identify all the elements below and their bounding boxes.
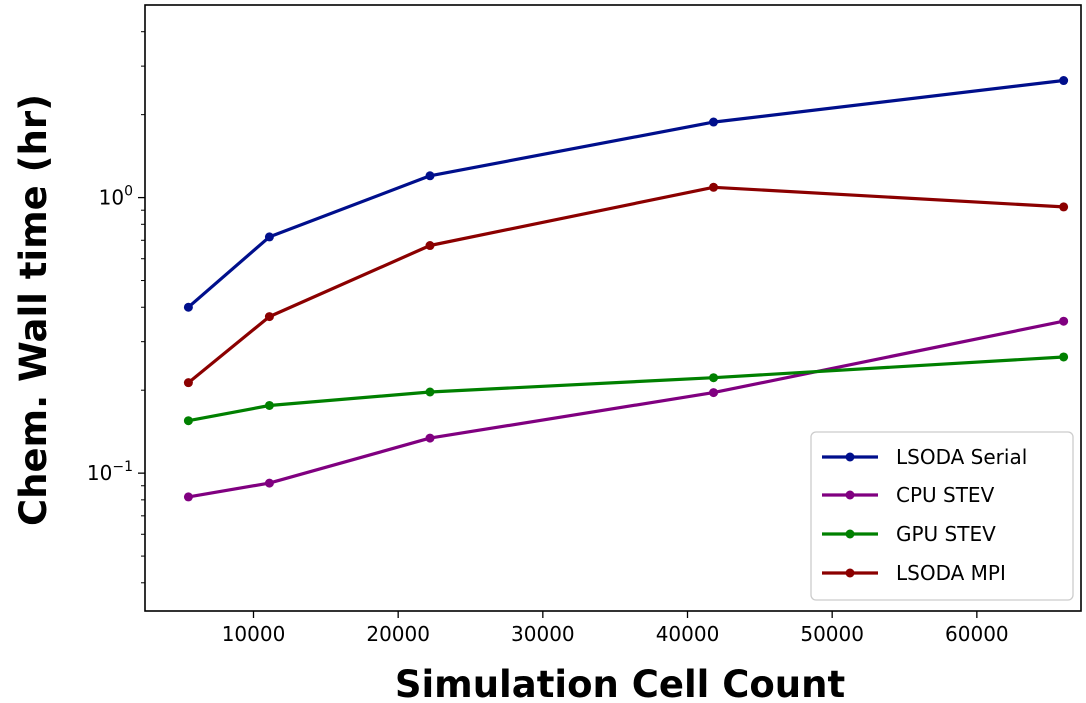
x-tick-label: 60000 <box>945 622 1009 646</box>
data-point-lsoda-mpi <box>709 182 719 192</box>
x-axis-ticks: 10000 20000 30000 40000 50000 60000 <box>222 611 1009 646</box>
data-point-lsoda-mpi <box>1059 202 1069 212</box>
data-point-lsoda-mpi <box>264 312 274 322</box>
data-point-cpu-stev <box>1059 316 1069 326</box>
legend-label-lsoda-serial: LSODA Serial <box>896 445 1027 469</box>
data-point-lsoda-serial <box>1059 76 1069 86</box>
x-tick-label: 50000 <box>800 622 864 646</box>
data-point-lsoda-serial <box>709 117 719 127</box>
series-cpu-stev <box>183 316 1069 502</box>
legend-label-gpu-stev: GPU STEV <box>896 522 996 546</box>
x-tick-label: 30000 <box>511 622 575 646</box>
data-point-cpu-stev <box>425 433 435 443</box>
data-point-lsoda-mpi <box>183 378 193 388</box>
legend-entry-lsoda-serial: LSODA Serial <box>822 445 1027 469</box>
data-point-gpu-stev <box>1059 352 1069 362</box>
legend-box <box>810 431 1074 601</box>
y-axis-title: Chem. Wall time (hr) <box>12 94 55 526</box>
legend-marker-gpu-stev <box>845 529 855 539</box>
legend-marker-cpu-stev <box>845 490 855 500</box>
x-tick-label: 20000 <box>366 622 430 646</box>
legend-marker-lsoda-mpi <box>845 568 855 578</box>
data-point-gpu-stev <box>425 387 435 397</box>
series-layer <box>183 76 1069 502</box>
data-point-cpu-stev <box>709 388 719 398</box>
data-point-lsoda-mpi <box>425 241 435 251</box>
series-gpu-stev <box>183 352 1069 426</box>
x-tick-label: 10000 <box>222 622 286 646</box>
data-point-lsoda-serial <box>183 302 193 312</box>
y-axis-ticks: 10−1 100 <box>87 31 145 584</box>
y-tick-label: 100 <box>99 184 133 210</box>
legend-marker-lsoda-serial <box>845 452 855 462</box>
plot-frame <box>144 4 1082 612</box>
data-point-gpu-stev <box>709 373 719 383</box>
legend-entry-cpu-stev: CPU STEV <box>822 483 995 507</box>
series-lsoda-mpi <box>183 182 1069 388</box>
data-point-lsoda-serial <box>264 232 274 242</box>
legend-label-cpu-stev: CPU STEV <box>896 483 995 507</box>
data-point-cpu-stev <box>183 492 193 502</box>
y-tick-label: 10−1 <box>87 459 133 485</box>
data-point-gpu-stev <box>264 400 274 410</box>
data-point-lsoda-serial <box>425 171 435 181</box>
legend-entry-gpu-stev: GPU STEV <box>822 522 996 546</box>
x-tick-label: 40000 <box>656 622 720 646</box>
legend: LSODA Serial CPU STEV GPU STEV LSODA MPI <box>810 431 1074 601</box>
series-lsoda-serial <box>183 76 1069 312</box>
x-axis-title: Simulation Cell Count <box>395 663 845 703</box>
data-point-gpu-stev <box>183 416 193 426</box>
legend-label-lsoda-mpi: LSODA MPI <box>896 561 1006 585</box>
data-point-cpu-stev <box>264 478 274 488</box>
legend-entry-lsoda-mpi: LSODA MPI <box>822 561 1006 585</box>
